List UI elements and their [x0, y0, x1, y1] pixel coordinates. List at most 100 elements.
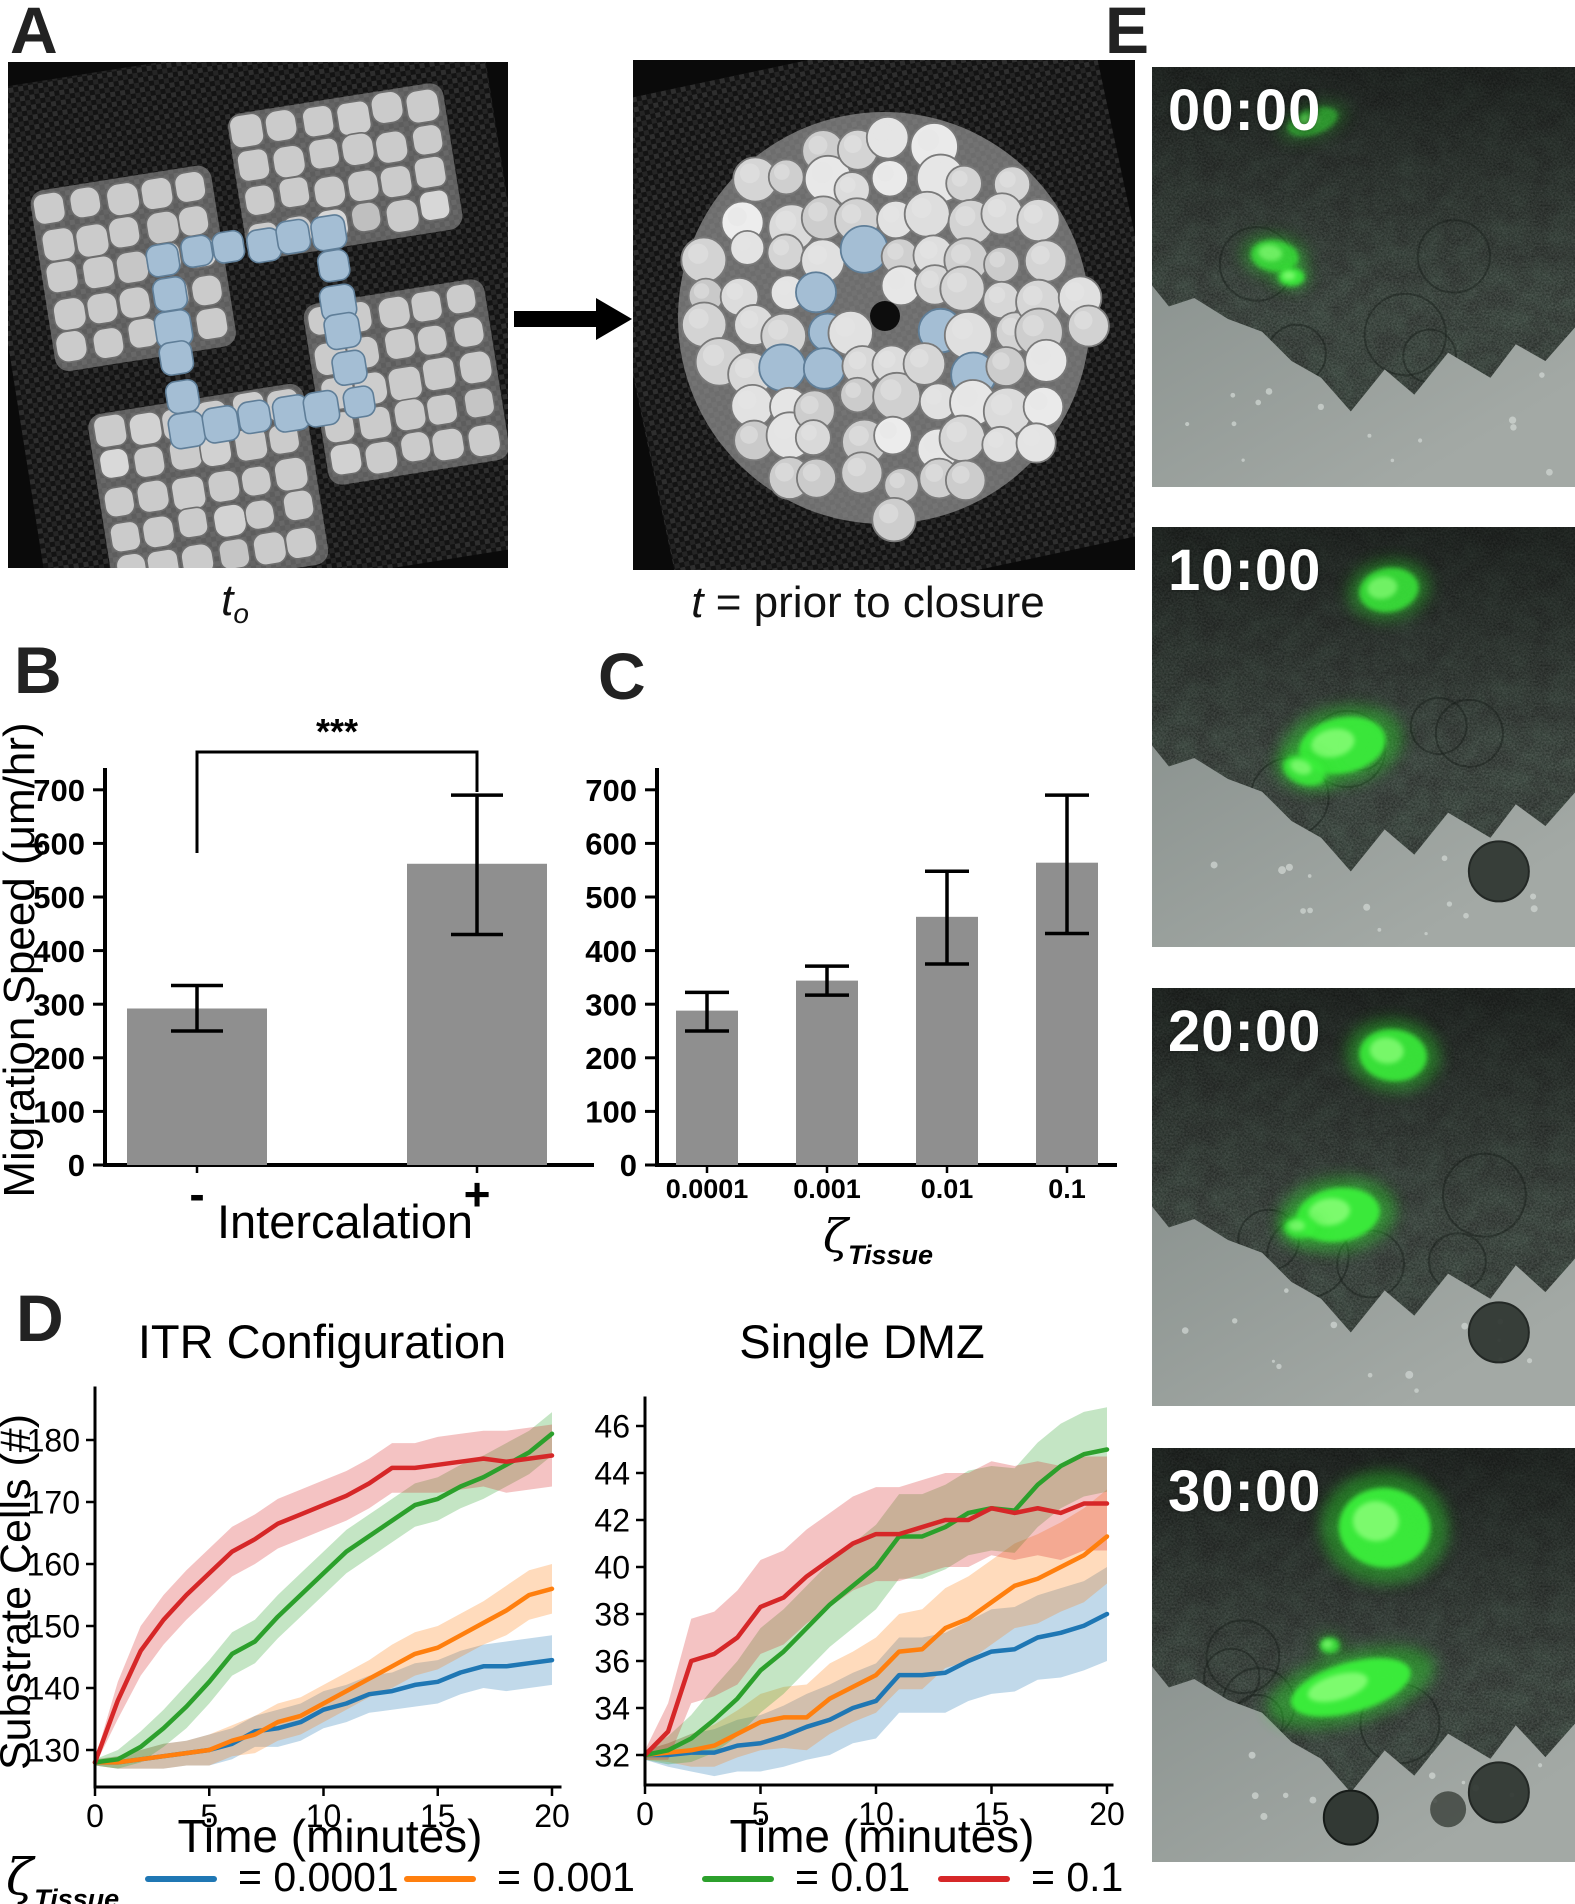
- y-tick-label: 100: [585, 1095, 637, 1130]
- cell: [109, 520, 142, 553]
- category-label: -: [189, 1168, 204, 1220]
- cell: [170, 474, 208, 512]
- cell: [802, 347, 846, 390]
- cell: [158, 340, 195, 376]
- y-tick-label: 34: [594, 1691, 630, 1727]
- cell: [176, 506, 209, 539]
- cell: [44, 259, 80, 294]
- legend-zeta-symbol: ζTissue: [6, 1848, 119, 1904]
- cell: [117, 285, 152, 320]
- cell: [370, 90, 405, 125]
- series-line-0.001: [92, 1586, 555, 1765]
- cell: [413, 155, 448, 190]
- y-tick-label: 170: [27, 1485, 80, 1521]
- chart-title: ITR Configuration: [138, 1315, 506, 1368]
- x-tick-label: 10: [858, 1796, 894, 1832]
- cell: [103, 485, 136, 518]
- cell: [335, 99, 373, 137]
- organoid: [1467, 1301, 1530, 1364]
- y-tick-label: 140: [27, 1671, 80, 1707]
- x-axis-label: Time (minutes): [730, 1810, 1035, 1862]
- cell: [385, 198, 421, 234]
- cell: [228, 112, 265, 149]
- organoid: [1322, 1789, 1379, 1846]
- y-tick-label: 500: [585, 880, 637, 915]
- cell: [236, 147, 271, 183]
- category-label: 0.0001: [666, 1174, 749, 1204]
- cell: [277, 175, 311, 209]
- confidence-band: [645, 1456, 1107, 1760]
- significance-bracket: [195, 750, 479, 853]
- cell: [74, 222, 111, 259]
- transition-arrow-icon: [514, 298, 632, 340]
- x-tick-label: 15: [974, 1796, 1010, 1832]
- gfp-blob: [1274, 749, 1334, 792]
- cell: [115, 552, 148, 568]
- micrograph-frame-3: 30:00: [1152, 1448, 1575, 1862]
- cell: [237, 399, 272, 435]
- x-tick-label: 5: [752, 1796, 770, 1832]
- simulation-render-initial: [8, 62, 508, 568]
- cell: [346, 168, 381, 203]
- cell: [316, 248, 351, 283]
- y-axis-label: Migration Speed (μm/hr): [0, 722, 44, 1197]
- category-label: 0.01: [921, 1174, 974, 1204]
- cell: [264, 108, 299, 143]
- series-line-0.01: [92, 1431, 555, 1765]
- y-tick-label: 32: [594, 1738, 630, 1774]
- bar--: [127, 1008, 267, 1165]
- cell: [404, 88, 441, 125]
- caption-closure: t = prior to closure: [691, 578, 1044, 628]
- panel-label-d: D: [16, 1281, 64, 1355]
- y-tick-label: 36: [594, 1644, 630, 1680]
- x-tick-label: 0: [636, 1796, 654, 1832]
- x-tick-label: 20: [1089, 1796, 1125, 1832]
- cell: [323, 311, 362, 351]
- cell: [218, 537, 251, 568]
- x-tick-label: 0: [86, 1798, 104, 1834]
- cell: [312, 174, 347, 209]
- cell: [85, 291, 120, 325]
- cell: [81, 254, 117, 290]
- y-tick-label: 0: [68, 1148, 85, 1183]
- cell: [839, 225, 889, 274]
- timestamp-0: 00:00: [1168, 78, 1322, 143]
- cell: [145, 242, 181, 278]
- y-tick-label: 150: [27, 1609, 80, 1645]
- cell: [107, 215, 141, 249]
- bar-chart-intercalation: 0 100 200 300 400 500 600 700 - + *** Migration Spe…: [0, 711, 594, 1248]
- cell: [180, 542, 215, 568]
- cell: [310, 214, 348, 252]
- confidence-band: [645, 1489, 1107, 1767]
- y-tick-label: 300: [585, 987, 637, 1022]
- cell: [425, 393, 459, 427]
- cell: [416, 324, 449, 357]
- cell: [340, 131, 376, 167]
- gfp-blob: [1320, 1471, 1450, 1584]
- x-tick-label: 15: [420, 1798, 456, 1834]
- panel-label-a: A: [10, 0, 58, 67]
- gfp-blob: [1347, 558, 1431, 622]
- cell: [463, 386, 496, 419]
- cell: [386, 365, 424, 402]
- y-tick-label: 38: [594, 1597, 630, 1633]
- gfp-blob: [1273, 264, 1310, 290]
- x-axis-label: Time (minutes): [178, 1810, 483, 1862]
- cell: [342, 385, 376, 419]
- line-chart-itr: 130 140 150 160 170 180 0 5 10 15 20 ITR Configurat…: [0, 1315, 570, 1862]
- cell: [466, 423, 502, 458]
- y-axis-label: Substrate Cells (#): [0, 1414, 40, 1770]
- x-axis-label-zeta: ζTissue: [823, 1209, 933, 1270]
- cell: [243, 183, 277, 217]
- series-line-0.0001: [642, 1611, 1110, 1758]
- cell: [383, 326, 418, 361]
- series-line-0.01: [642, 1447, 1110, 1758]
- cell: [331, 349, 368, 387]
- cell: [135, 479, 171, 514]
- y-tick-label: 100: [33, 1095, 85, 1130]
- series-legend: ζTissue = 0.0001 = 0.001 = 0.01 = 0.1: [0, 1848, 1145, 1904]
- cell: [132, 445, 166, 479]
- legend-line-0.01: [702, 1876, 774, 1882]
- cell: [177, 204, 210, 238]
